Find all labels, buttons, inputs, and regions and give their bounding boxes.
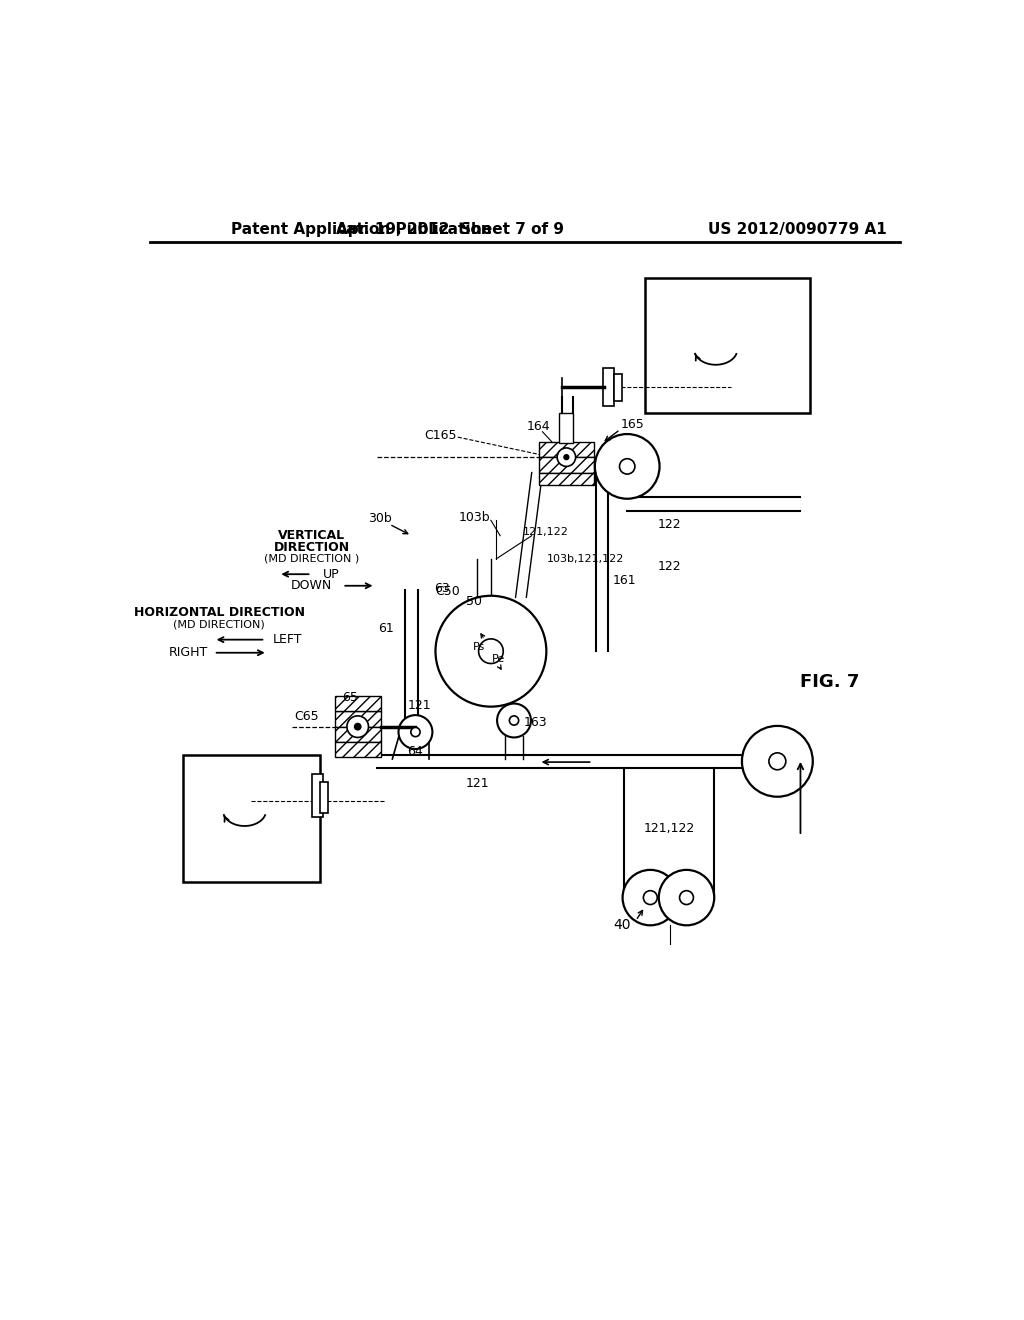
- Text: 61: 61: [378, 622, 394, 635]
- Text: VERTICAL: VERTICAL: [278, 529, 345, 543]
- Text: LEFT: LEFT: [273, 634, 302, 647]
- Circle shape: [620, 459, 635, 474]
- Text: 164: 164: [526, 420, 551, 433]
- Text: 122: 122: [657, 517, 681, 531]
- Text: RIGHT: RIGHT: [168, 647, 208, 659]
- Circle shape: [354, 723, 360, 730]
- Bar: [614, 374, 622, 401]
- Text: DOWN: DOWN: [291, 579, 333, 593]
- Circle shape: [623, 870, 678, 925]
- Text: 65: 65: [342, 690, 358, 704]
- Bar: [539, 473, 594, 484]
- Bar: [539, 457, 594, 473]
- Text: C65: C65: [294, 710, 318, 723]
- Circle shape: [658, 870, 714, 925]
- Circle shape: [398, 715, 432, 748]
- Text: 122: 122: [657, 560, 681, 573]
- Bar: [335, 742, 381, 758]
- Text: Ps: Ps: [472, 643, 484, 652]
- Bar: [335, 726, 381, 742]
- Text: C165: C165: [424, 429, 457, 442]
- Text: (MD DIRECTION): (MD DIRECTION): [173, 619, 265, 630]
- Bar: [319, 781, 328, 813]
- Circle shape: [742, 726, 813, 797]
- Text: 121,122: 121,122: [644, 822, 695, 834]
- Text: C50: C50: [435, 585, 460, 598]
- Text: 121: 121: [408, 698, 431, 711]
- Text: 161: 161: [612, 574, 636, 587]
- Text: UP: UP: [323, 568, 340, 581]
- Bar: [312, 775, 323, 817]
- Text: 165: 165: [621, 417, 645, 430]
- Circle shape: [478, 639, 503, 664]
- Text: 63: 63: [434, 582, 451, 594]
- Circle shape: [557, 447, 575, 466]
- Text: Apr. 19, 2012  Sheet 7 of 9: Apr. 19, 2012 Sheet 7 of 9: [336, 222, 564, 236]
- Bar: [645, 277, 810, 412]
- Bar: [539, 442, 594, 457]
- Circle shape: [497, 704, 531, 738]
- Text: 30b: 30b: [368, 512, 391, 525]
- Bar: [335, 696, 381, 711]
- Circle shape: [564, 455, 568, 459]
- Text: US 2012/0090779 A1: US 2012/0090779 A1: [708, 222, 887, 236]
- Circle shape: [769, 752, 785, 770]
- Text: DIRECTION: DIRECTION: [273, 541, 349, 554]
- Text: 40: 40: [613, 917, 631, 932]
- Bar: [559, 412, 573, 444]
- Circle shape: [347, 715, 369, 738]
- Text: 103b: 103b: [459, 511, 490, 524]
- Circle shape: [509, 715, 518, 725]
- Text: FIG. 7: FIG. 7: [801, 673, 860, 690]
- Bar: [183, 755, 319, 882]
- Bar: [603, 368, 614, 407]
- Text: 121,122: 121,122: [523, 527, 569, 537]
- Text: Pe: Pe: [492, 653, 505, 664]
- Text: (MD DIRECTION ): (MD DIRECTION ): [264, 554, 359, 564]
- Circle shape: [411, 727, 420, 737]
- Text: 103b,121,122: 103b,121,122: [547, 554, 624, 564]
- Text: Patent Application Publication: Patent Application Publication: [230, 222, 492, 236]
- Circle shape: [435, 595, 547, 706]
- Text: 64: 64: [408, 744, 423, 758]
- Text: 163: 163: [523, 715, 547, 729]
- Text: 50: 50: [466, 594, 482, 607]
- Text: HORIZONTAL DIRECTION: HORIZONTAL DIRECTION: [133, 606, 304, 619]
- Circle shape: [643, 891, 657, 904]
- Text: 121: 121: [465, 777, 488, 791]
- Circle shape: [595, 434, 659, 499]
- Bar: [335, 711, 381, 726]
- Circle shape: [680, 891, 693, 904]
